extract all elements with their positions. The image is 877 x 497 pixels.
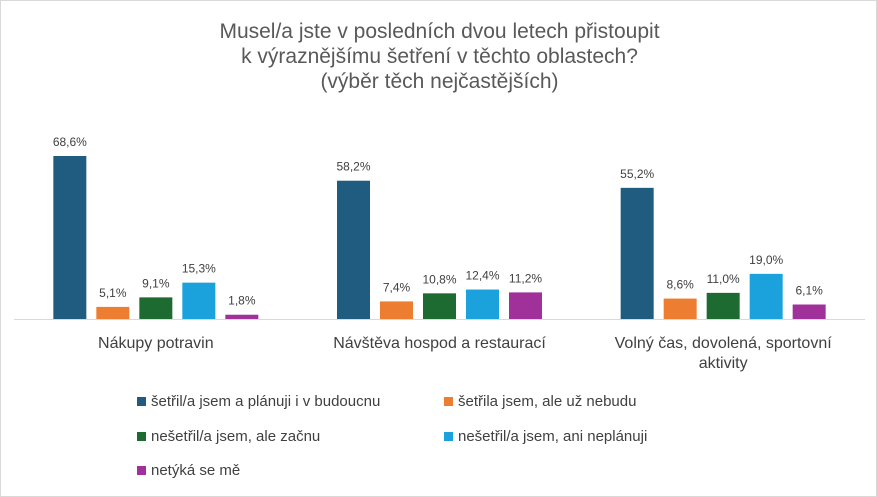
category-label-2: Návštěva hospod a restaurací <box>333 335 546 352</box>
data-label-3-5: 6,1% <box>795 284 823 298</box>
bar-2-2 <box>380 301 413 319</box>
data-label-2-2: 7,4% <box>383 280 411 294</box>
bar-3-1 <box>620 187 654 319</box>
bar-3-2 <box>663 298 697 319</box>
chart-title-line-1: Musel/a jste v posledních dvou letech př… <box>219 20 660 43</box>
legend-label-5: netýká se mě <box>151 462 241 479</box>
bar-3-4 <box>749 273 783 319</box>
legend-swatch-2 <box>444 397 453 406</box>
data-label-1-3: 9,1% <box>142 276 170 290</box>
data-label-2-5: 11,2% <box>509 271 542 285</box>
chart-title: Musel/a jste v posledních dvou letech př… <box>1 19 877 94</box>
legend-swatch-3 <box>137 432 146 441</box>
legend-swatch-4 <box>444 432 453 441</box>
legend-item-4: nešetřil/a jsem, ani neplánuji <box>444 428 647 445</box>
bar-1-2 <box>96 306 130 319</box>
bar-2-3 <box>423 293 456 319</box>
legend-swatch-1 <box>137 397 146 406</box>
bar-chart: 68,6% 5,1% 9,1% 15,3% 1,8% Nákupy potravin 58,… <box>14 135 865 372</box>
bar-2-4 <box>466 289 499 319</box>
category-label-3-line-2: aktivity <box>699 355 748 372</box>
legend-label-3: nešetřil/a jsem, ale začnu <box>151 428 321 445</box>
data-label-2-4: 12,4% <box>465 269 499 283</box>
data-label-3-1: 55,2% <box>620 167 654 181</box>
chart-title-line-2: k výraznějšímu šetření v těchto oblastec… <box>241 45 638 68</box>
data-label-3-3: 11,0% <box>707 272 740 286</box>
legend-item-1: šetřil/a jsem a plánuji i v budoucnu <box>137 393 380 410</box>
bar-3-5 <box>792 304 826 319</box>
legend-swatch-5 <box>137 466 146 475</box>
chart-title-line-3: (výběr těch nejčastějších) <box>320 70 559 93</box>
bar-1-4 <box>182 282 216 319</box>
bar-3-3 <box>706 292 740 319</box>
data-label-2-3: 10,8% <box>422 272 456 286</box>
bar-1-3 <box>139 297 173 319</box>
bar-1-1 <box>53 156 87 319</box>
legend-label-2: šetřila jsem, ale už nebudu <box>458 393 637 410</box>
legend-item-2: šetřila jsem, ale už nebudu <box>444 393 636 410</box>
bar-2-5 <box>509 292 542 319</box>
data-label-3-2: 8,6% <box>666 278 694 292</box>
data-label-2-1: 58,2% <box>336 160 370 174</box>
legend-label-1: šetřil/a jsem a plánuji i v budoucnu <box>151 393 381 410</box>
data-label-1-1: 68,6% <box>53 135 87 149</box>
category-label-1: Nákupy potravin <box>98 335 214 352</box>
legend-item-3: nešetřil/a jsem, ale začnu <box>137 428 320 445</box>
category-label-3-line-1: Volný čas, dovolená, sportovní <box>615 335 833 352</box>
data-label-1-5: 1,8% <box>228 294 256 308</box>
bar-1-5 <box>225 314 259 319</box>
data-label-1-4: 15,3% <box>182 262 216 276</box>
data-label-3-4: 19,0% <box>749 253 783 267</box>
data-label-1-2: 5,1% <box>99 286 127 300</box>
legend-item-5: netýká se mě <box>137 462 240 479</box>
legend-label-4: nešetřil/a jsem, ani neplánuji <box>458 428 648 445</box>
bar-2-1 <box>337 180 370 319</box>
